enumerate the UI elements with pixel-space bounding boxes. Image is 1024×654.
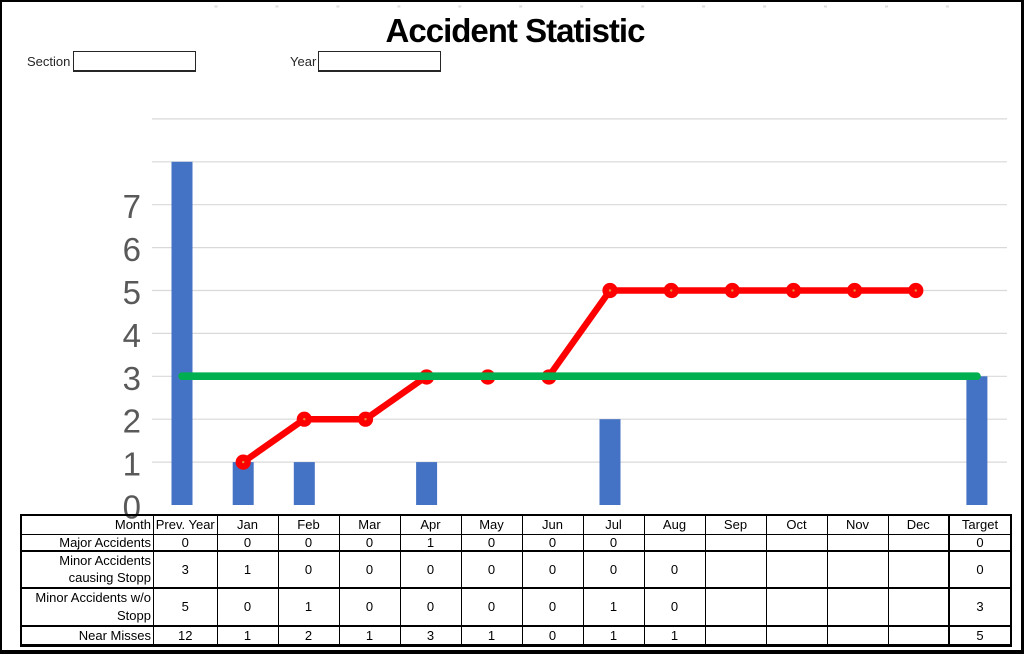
- svg-text:2: 2: [123, 403, 141, 440]
- svg-text:7: 7: [123, 188, 141, 225]
- svg-text:3: 3: [123, 360, 141, 397]
- svg-text:1: 1: [123, 446, 141, 483]
- svg-text:4: 4: [123, 317, 141, 354]
- svg-text:5: 5: [123, 274, 141, 311]
- svg-text:6: 6: [123, 231, 141, 268]
